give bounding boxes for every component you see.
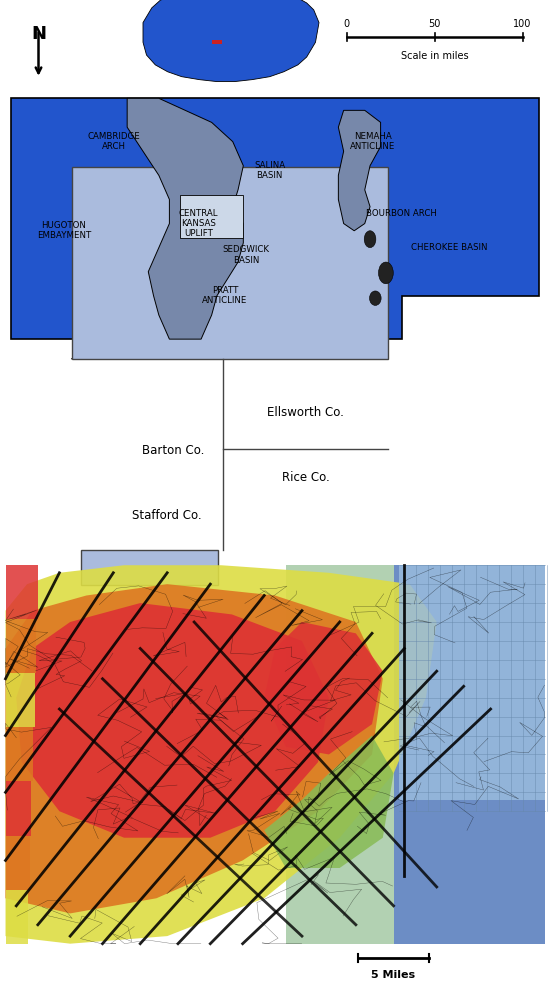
Polygon shape: [6, 727, 33, 781]
Text: Barton Co.: Barton Co.: [141, 444, 204, 457]
Text: NEMAHA
ANTICLINE: NEMAHA ANTICLINE: [350, 132, 395, 151]
Polygon shape: [6, 890, 28, 944]
Polygon shape: [399, 565, 544, 800]
Text: Ellsworth Co.: Ellsworth Co.: [267, 406, 344, 419]
Polygon shape: [16, 603, 329, 838]
Polygon shape: [264, 735, 394, 868]
Text: CAMBRIDGE
ARCH: CAMBRIDGE ARCH: [87, 132, 140, 151]
Text: N: N: [31, 25, 46, 42]
Bar: [180, 195, 243, 238]
Polygon shape: [338, 110, 381, 231]
Text: CENTRAL
KANSAS
UPLIFT: CENTRAL KANSAS UPLIFT: [179, 208, 218, 239]
Text: 0: 0: [343, 20, 350, 29]
Bar: [212, 40, 222, 44]
Ellipse shape: [378, 262, 393, 284]
Polygon shape: [11, 98, 539, 339]
Text: BOURBON ARCH: BOURBON ARCH: [366, 209, 437, 218]
Text: Stafford Co.: Stafford Co.: [131, 509, 201, 523]
Ellipse shape: [364, 231, 376, 248]
Polygon shape: [127, 98, 243, 339]
Text: 50: 50: [428, 20, 441, 29]
Text: HUGOTON
EMBAYMENT: HUGOTON EMBAYMENT: [37, 221, 91, 241]
Text: PRATT
ANTICLINE: PRATT ANTICLINE: [202, 286, 248, 306]
Polygon shape: [6, 565, 38, 619]
Polygon shape: [6, 565, 437, 944]
Polygon shape: [264, 622, 383, 755]
Polygon shape: [6, 836, 30, 890]
Bar: [81, 550, 218, 585]
Text: CHEROKEE BASIN: CHEROKEE BASIN: [411, 243, 487, 252]
Polygon shape: [6, 673, 35, 727]
Text: SALINA
BASIN: SALINA BASIN: [254, 161, 285, 180]
Text: 100: 100: [513, 20, 532, 29]
Polygon shape: [6, 619, 36, 673]
Polygon shape: [143, 0, 319, 82]
Polygon shape: [6, 584, 383, 913]
Ellipse shape: [370, 291, 381, 306]
Polygon shape: [6, 781, 31, 836]
Polygon shape: [286, 565, 544, 944]
Text: Rice Co.: Rice Co.: [282, 471, 329, 485]
Text: Scale in miles: Scale in miles: [401, 51, 468, 61]
Bar: [72, 167, 388, 359]
Polygon shape: [394, 565, 544, 944]
Text: 5 Miles: 5 Miles: [371, 970, 415, 980]
Text: SEDGWICK
BASIN: SEDGWICK BASIN: [222, 245, 270, 264]
